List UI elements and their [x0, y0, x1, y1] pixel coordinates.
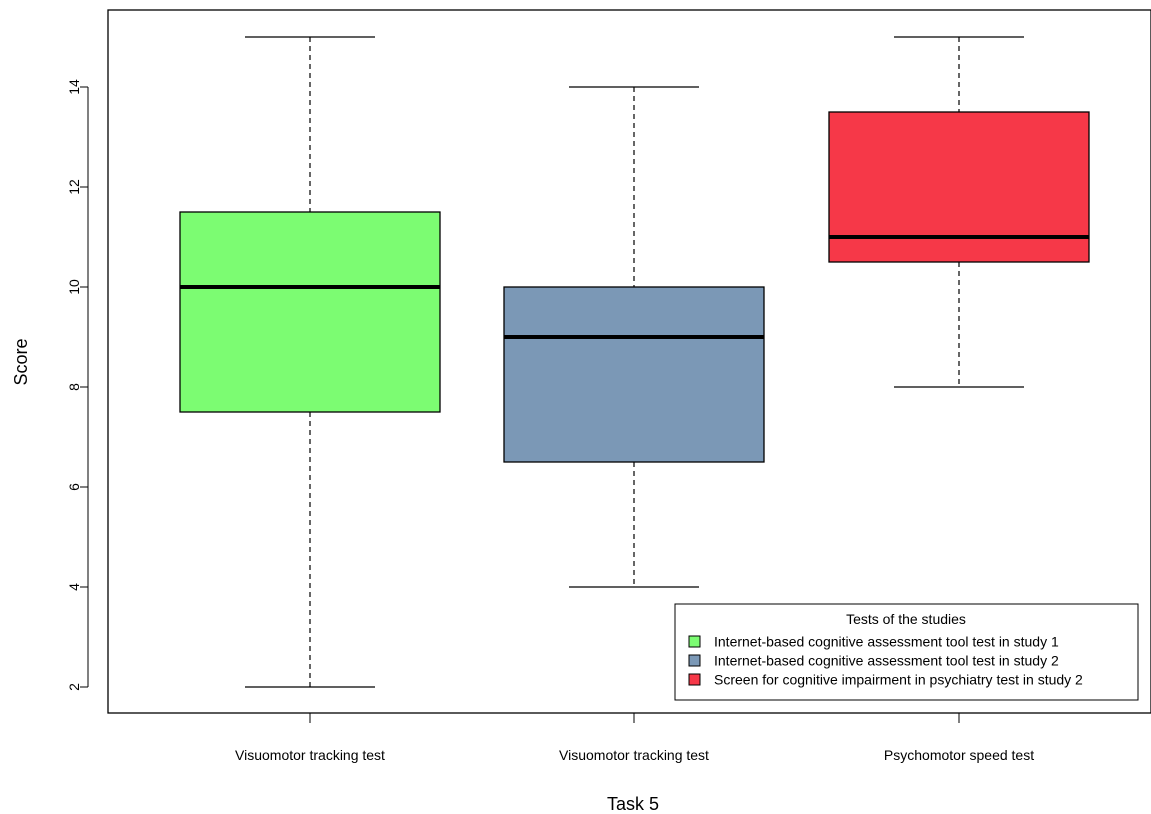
legend-label: Screen for cognitive impairment in psych… — [714, 672, 1083, 688]
legend-item: Screen for cognitive impairment in psych… — [688, 672, 1083, 688]
x-tick-label: Visuomotor tracking test — [559, 747, 709, 763]
y-tick-label: 2 — [66, 683, 82, 691]
legend-swatch — [688, 654, 701, 667]
x-axis: Visuomotor tracking test Visuomotor track… — [235, 713, 1034, 763]
y-axis-title: Score — [11, 338, 31, 385]
x-tick-label: Psychomotor speed test — [884, 747, 1034, 763]
legend-item: Internet-based cognitive assessment tool… — [688, 634, 1059, 650]
box-1 — [179, 36, 441, 688]
plot-area-frame — [107, 9, 1151, 714]
legend-title: Tests of the studies — [846, 611, 966, 627]
iqr-box — [179, 211, 441, 413]
iqr-box — [828, 111, 1090, 263]
legend-box — [674, 603, 1139, 701]
x-tick-label: Visuomotor tracking test — [235, 747, 385, 763]
legend: Tests of the studies Internet-based cogn… — [674, 603, 1139, 701]
legend-swatch — [688, 635, 701, 648]
legend-items: Internet-based cognitive assessment tool… — [688, 634, 1083, 688]
legend-item: Internet-based cognitive assessment tool… — [688, 653, 1059, 669]
y-tick-label: 10 — [66, 279, 82, 295]
y-tick-label: 14 — [66, 79, 82, 95]
y-tick-label: 4 — [66, 583, 82, 591]
iqr-box — [503, 286, 765, 463]
box-series — [179, 36, 1090, 688]
box-3 — [828, 36, 1090, 388]
y-tick-label: 8 — [66, 383, 82, 391]
box-2 — [503, 86, 765, 588]
y-axis: 2 4 6 8 10 12 14 — [66, 79, 89, 691]
legend-label: Internet-based cognitive assessment tool… — [714, 634, 1059, 650]
y-tick-label: 6 — [66, 483, 82, 491]
y-tick-label: 12 — [66, 179, 82, 195]
x-axis-title: Task 5 — [607, 794, 659, 814]
legend-swatch — [688, 673, 701, 686]
legend-label: Internet-based cognitive assessment tool… — [714, 653, 1059, 669]
